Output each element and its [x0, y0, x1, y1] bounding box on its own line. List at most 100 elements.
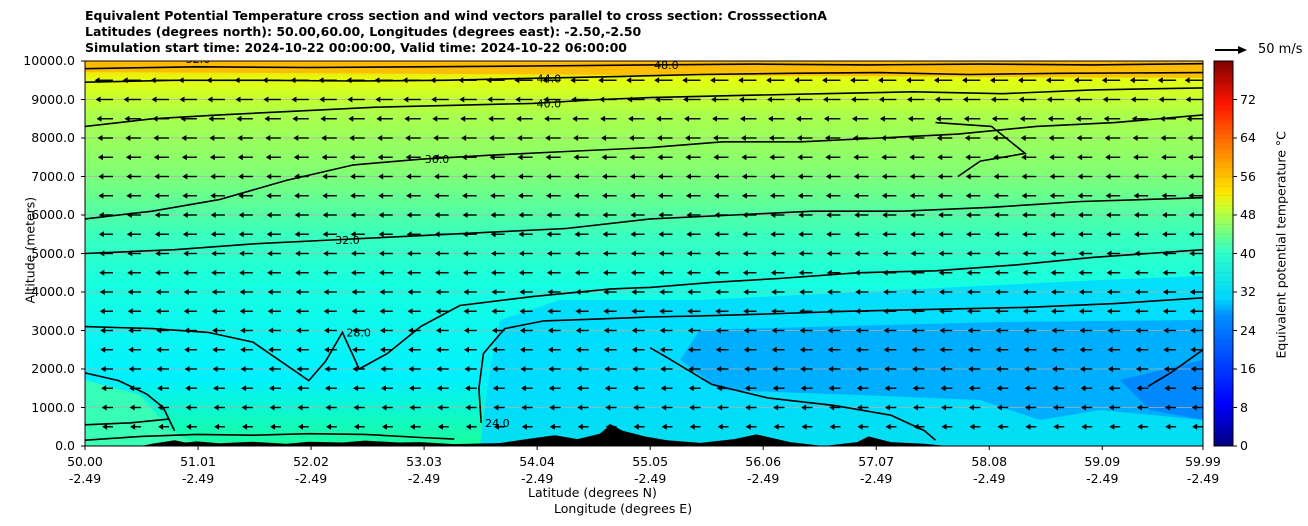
wind-vector-head — [491, 327, 497, 334]
wind-vector-head — [631, 308, 637, 315]
wind-vector-head — [1079, 308, 1085, 315]
wind-vector-head — [491, 346, 497, 353]
wind-vector-head — [658, 269, 664, 276]
wind-vector-head — [1078, 231, 1084, 238]
wind-vector-head — [402, 77, 408, 84]
wind-key-label: 50 m/s — [1258, 42, 1303, 57]
wind-vector-head — [1077, 154, 1083, 161]
wind-vector-head — [1162, 212, 1168, 218]
wind-vector-head — [1108, 385, 1114, 392]
wind-vector-head — [773, 423, 779, 430]
wind-vector-head — [408, 366, 414, 372]
x-tick-label: 57.07 -2.49 — [841, 453, 911, 487]
wind-vector-head — [380, 346, 386, 353]
wind-vector-head — [488, 115, 494, 122]
wind-vector-head — [543, 96, 549, 103]
wind-vector-head — [964, 135, 970, 141]
wind-vector-head — [127, 269, 133, 276]
wind-vector-head — [239, 269, 245, 276]
wind-vector-head — [325, 385, 331, 392]
contour-label: 52.0 — [186, 53, 211, 66]
wind-vector-head — [267, 308, 273, 315]
wind-vector-head — [603, 346, 609, 353]
wind-vector-head — [490, 192, 496, 199]
wind-vector-head — [182, 231, 188, 238]
wind-vector-head — [1165, 423, 1171, 430]
wind-vector-head — [1134, 308, 1140, 315]
wind-vector-head — [71, 231, 76, 237]
wind-vector-head — [548, 366, 554, 372]
wind-vector-head — [463, 250, 469, 257]
wind-vector-head — [296, 327, 302, 334]
wind-vector-head — [323, 250, 329, 257]
wind-vector-head — [1163, 327, 1169, 334]
wind-vector-head — [824, 135, 830, 141]
wind-vector-head — [463, 269, 469, 276]
wind-vector-head — [689, 423, 695, 430]
wind-vector-head — [294, 212, 300, 218]
wind-vector-head — [797, 154, 803, 161]
wind-vector-head — [1022, 269, 1028, 276]
colorbar-tick-label: 72 — [1240, 91, 1256, 107]
wind-vector-head — [489, 135, 495, 141]
contour-line — [1147, 349, 1203, 387]
wind-vector-head — [773, 404, 779, 411]
wind-vector-head — [826, 212, 832, 218]
wind-vector-head — [1191, 404, 1197, 411]
wind-vector-head — [183, 308, 189, 315]
wind-vector-head — [379, 308, 385, 315]
wind-vector-head — [1051, 308, 1057, 315]
wind-vector-head — [1188, 192, 1194, 199]
wind-vector-head — [546, 231, 552, 238]
wind-vector-head — [857, 404, 863, 411]
wind-vector-head — [716, 385, 722, 392]
terrain-silhouette — [85, 424, 1203, 446]
wind-vector-head — [1133, 173, 1139, 180]
wind-vector-head — [878, 77, 884, 84]
wind-vector-head — [854, 250, 860, 257]
wind-vector-head — [739, 96, 745, 103]
wind-vector-head — [463, 327, 469, 334]
wind-vector-head — [1133, 192, 1139, 199]
wind-vector-head — [353, 404, 359, 411]
contour-line — [85, 432, 455, 441]
chart-title: Equivalent Potential Temperature cross s… — [85, 8, 827, 23]
wind-vector-head — [352, 327, 358, 334]
wind-vector-head — [771, 289, 777, 295]
wind-vector-head — [685, 173, 691, 180]
wind-vector-head — [688, 385, 694, 392]
wind-vector-head — [542, 77, 548, 84]
wind-vector-head — [153, 135, 159, 141]
wind-vector-head — [377, 154, 383, 161]
wind-vector-head — [630, 250, 636, 257]
wind-vector-head — [126, 192, 132, 199]
wind-vector-head — [124, 115, 130, 122]
wind-vector-head — [660, 366, 666, 372]
wind-vector-head — [654, 77, 660, 84]
wind-vector-head — [685, 192, 691, 199]
wind-vector-head — [234, 77, 240, 84]
wind-vector-head — [1161, 154, 1167, 161]
wind-vector-head — [630, 212, 636, 218]
wind-vector-head — [907, 115, 913, 122]
wind-vector-head — [464, 366, 470, 372]
x-tick-latitude: 59.09 — [1084, 454, 1121, 469]
wind-vector-head — [827, 289, 833, 295]
wind-vector-head — [743, 289, 749, 295]
wind-vector-head — [574, 212, 580, 218]
x-tick-label: 54.04 -2.49 — [502, 453, 572, 487]
contour-label: 44.0 — [537, 72, 562, 85]
wind-vector-head — [403, 96, 409, 103]
wind-vector-head — [1023, 308, 1029, 315]
wind-vector-head — [378, 231, 384, 238]
wind-vector-head — [939, 289, 945, 295]
wind-vector-head — [743, 308, 749, 315]
wind-vector-head — [350, 192, 356, 199]
wind-vector-head — [714, 250, 720, 257]
wind-vector-head — [99, 308, 105, 315]
wind-vector-head — [575, 346, 581, 353]
wind-vector-head — [296, 346, 302, 353]
wind-vector-head — [969, 423, 975, 430]
colorbar-tick-label: 32 — [1240, 284, 1256, 299]
wind-vector-head — [1162, 231, 1168, 238]
